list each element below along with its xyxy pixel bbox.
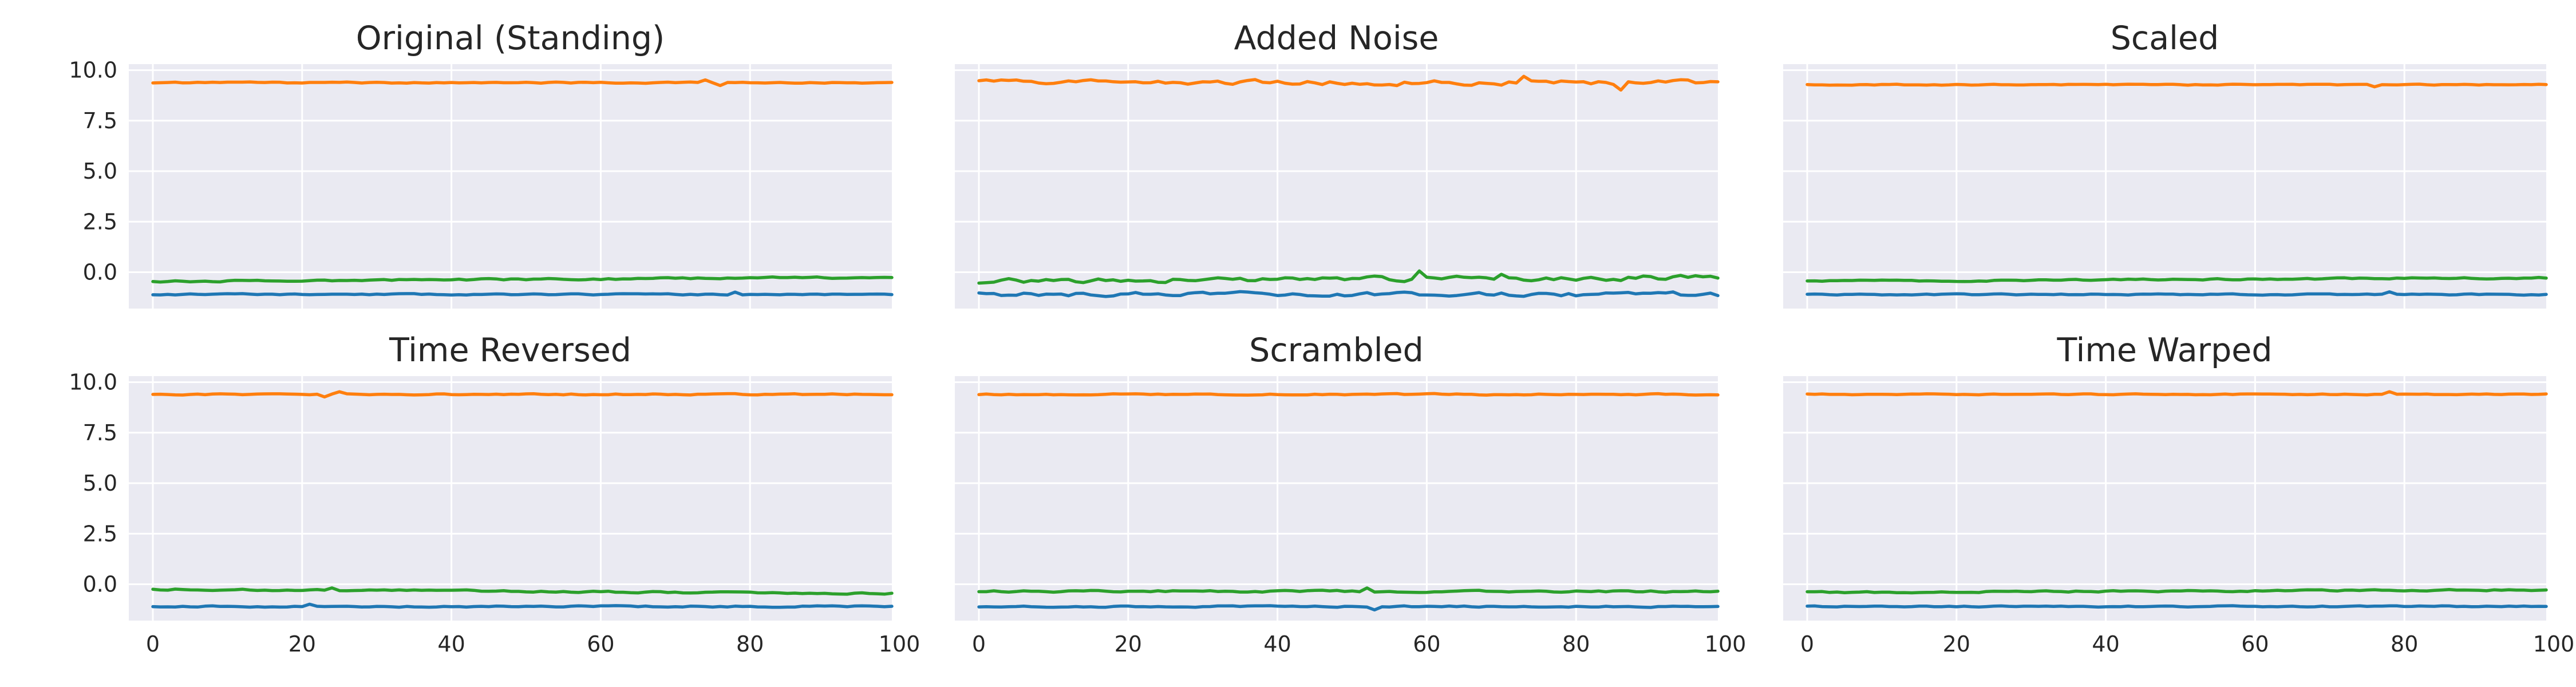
y-tick-label: 10.0 <box>69 58 117 83</box>
y-tick-label: 0.0 <box>83 571 117 597</box>
plot-area <box>129 376 892 621</box>
series-line-3 <box>977 586 1720 594</box>
y-tick-label: 10.0 <box>69 370 117 395</box>
series-line-2 <box>977 74 1720 92</box>
x-tick-label: 40 <box>2092 631 2119 657</box>
panel-title: Scaled <box>2111 19 2219 57</box>
x-tick-label: 80 <box>736 631 764 657</box>
plot-area <box>955 64 1718 309</box>
series-line-2 <box>977 392 1720 397</box>
plot-area <box>1783 376 2546 621</box>
panel-3: Scaled <box>1783 19 2548 309</box>
series-line-3 <box>151 586 894 596</box>
plot-area <box>1783 64 2546 309</box>
panel-title: Added Noise <box>1234 19 1439 57</box>
y-tick-label: 0.0 <box>83 259 117 285</box>
y-tick-label: 2.5 <box>83 521 117 546</box>
y-tick-label: 5.0 <box>83 471 117 496</box>
series-line-1 <box>977 290 1720 298</box>
x-tick-label: 60 <box>2241 631 2269 657</box>
x-tick-label: 60 <box>587 631 614 657</box>
x-tick-label: 100 <box>1705 631 1747 657</box>
x-tick-label: 20 <box>1943 631 1970 657</box>
plot-area <box>129 64 892 309</box>
series-line-3 <box>1805 587 2548 595</box>
panel-5: Scrambled 0 20 40 60 80 100 <box>955 331 1746 657</box>
panel-2: Added Noise <box>955 19 1720 309</box>
panel-title: Time Warped <box>2056 331 2272 369</box>
x-tick-label: 80 <box>2391 631 2418 657</box>
series-line-3 <box>977 269 1720 285</box>
series-line-2 <box>151 390 894 399</box>
series-line-1 <box>977 604 1720 612</box>
x-tick-label: 100 <box>2533 631 2575 657</box>
series-line-1 <box>151 290 894 297</box>
x-tick-label: 20 <box>289 631 316 657</box>
x-tick-label: 0 <box>1800 631 1814 657</box>
x-tick-label: 100 <box>879 631 920 657</box>
series-line-3 <box>151 275 894 284</box>
series-line-2 <box>1805 390 2548 397</box>
y-tick-label: 7.5 <box>83 108 117 133</box>
panel-6: Time Warped 0 20 40 60 80 100 <box>1783 331 2574 657</box>
x-tick-label: 40 <box>1263 631 1291 657</box>
panel-title: Time Reversed <box>389 331 631 369</box>
x-tick-label: 40 <box>437 631 465 657</box>
x-tick-label: 20 <box>1115 631 1142 657</box>
series-line-1 <box>1805 604 2548 609</box>
panel-title: Scrambled <box>1249 331 1424 369</box>
series-line-1 <box>151 602 894 609</box>
panel-4: Time Reversed 10.0 7.5 5.0 2.5 0.0 0 20 40 60 80 10… <box>69 331 920 657</box>
x-tick-label: 80 <box>1562 631 1590 657</box>
x-tick-label: 60 <box>1413 631 1440 657</box>
plot-area <box>955 376 1718 621</box>
series-line-1 <box>1805 290 2548 297</box>
panel-title: Original (Standing) <box>356 19 665 57</box>
series-line-2 <box>151 78 894 88</box>
y-tick-label: 2.5 <box>83 209 117 234</box>
x-tick-label: 0 <box>972 631 986 657</box>
panels: Original (Standing) 10.0 7.5 5.0 2.5 0.0 Added… <box>69 19 2574 657</box>
series-line-2 <box>1805 82 2548 89</box>
y-tick-label: 5.0 <box>83 159 117 184</box>
panel-1: Original (Standing) 10.0 7.5 5.0 2.5 0.0 <box>69 19 894 309</box>
x-tick-label: 0 <box>146 631 160 657</box>
y-tick-label: 7.5 <box>83 420 117 445</box>
series-line-3 <box>1805 275 2548 283</box>
